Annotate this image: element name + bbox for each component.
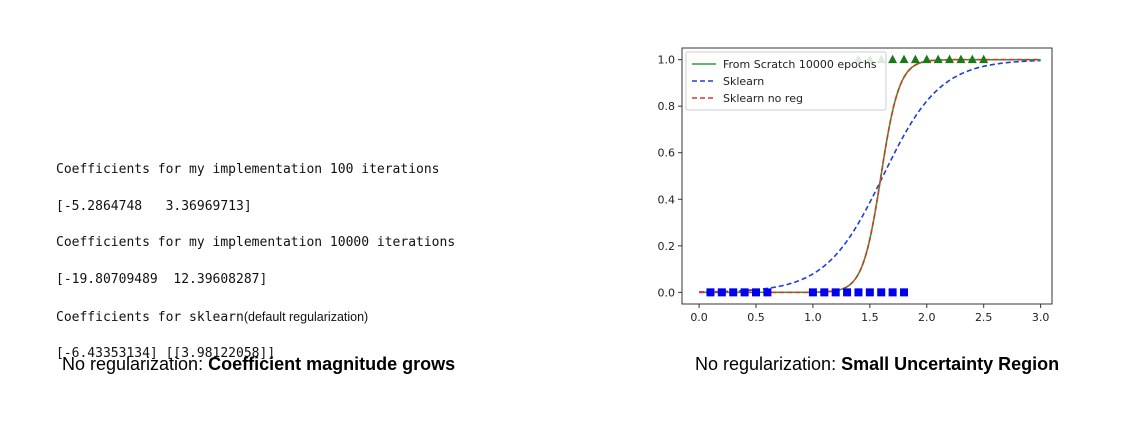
class0-point-4 xyxy=(752,288,760,297)
x-tick-label-1: 0.5 xyxy=(747,311,765,324)
y-tick-label-3: 0.6 xyxy=(658,147,676,160)
caption-right-emphasis: Small Uncertainty Region xyxy=(841,354,1060,374)
x-tick-label-0: 0.0 xyxy=(690,311,708,324)
class1-point-11 xyxy=(979,54,989,64)
class0-point-0 xyxy=(706,288,715,297)
x-tick-label-6: 3.0 xyxy=(1032,311,1050,324)
y-tick-label-1: 0.2 xyxy=(658,240,676,253)
class0-point-3 xyxy=(740,288,749,297)
class0-point-9 xyxy=(843,288,852,297)
x-tick-label-3: 1.5 xyxy=(861,311,879,324)
class0-point-1 xyxy=(717,288,726,297)
class0-point-14 xyxy=(900,288,908,297)
class0-point-5 xyxy=(763,288,772,297)
output-line-5: Coefficients for sklearn(default regular… xyxy=(56,309,369,325)
class0-point-11 xyxy=(865,288,874,297)
sigmoid-chart: 0.0 0.5 1.0 1.5 2.0 2.5 3.0 0.0 0.2 0.4 0.6 0.8 1.0 F… xyxy=(658,47,1053,324)
class0-point-13 xyxy=(888,288,897,297)
class1-point-5 xyxy=(910,54,920,64)
x-tick-label-2: 1.0 xyxy=(804,311,822,324)
y-tick-label-5: 1.0 xyxy=(658,54,676,67)
legend-label-1: Sklearn xyxy=(723,75,764,88)
output-line-1: Coefficients for my implementation 100 i… xyxy=(56,162,440,178)
output-line-4: [-19.80709489 12.39608287] xyxy=(56,272,268,288)
coefficients-output: Coefficients for my implementation 100 i… xyxy=(56,143,455,382)
legend-label-0: From Scratch 10000 epochs xyxy=(723,58,877,71)
class1-point-6 xyxy=(922,54,932,64)
class1-point-9 xyxy=(956,54,966,64)
legend-box xyxy=(685,51,887,111)
caption-left-emphasis: Coefficient magnitude grows xyxy=(208,354,456,374)
output-line-3: Coefficients for my implementation 10000… xyxy=(56,235,456,251)
caption-left: No regularization: Coefficient magnitude… xyxy=(62,354,456,374)
y-tick-label-2: 0.4 xyxy=(658,193,676,206)
class1-point-8 xyxy=(945,54,955,64)
caption-right: No regularization: Small Uncertainty Reg… xyxy=(695,354,1060,374)
class0-point-10 xyxy=(854,288,863,297)
class1-point-7 xyxy=(933,54,943,64)
default-regularization-note: (default regularization) xyxy=(243,309,369,324)
class0-point-6 xyxy=(808,288,817,297)
output-line-2: [-5.2864748 3.36969713] xyxy=(56,198,252,214)
legend-label-2: Sklearn no reg xyxy=(723,92,803,105)
axes-frame xyxy=(681,47,1053,305)
class1-point-4 xyxy=(899,54,909,64)
y-tick-label-0: 0.0 xyxy=(658,286,676,299)
class1-point-3 xyxy=(888,54,898,64)
x-tick-label-4: 2.0 xyxy=(918,311,936,324)
class1-point-10 xyxy=(967,54,977,64)
class0-point-7 xyxy=(820,288,829,297)
class0-point-12 xyxy=(877,288,886,297)
class0-point-8 xyxy=(831,288,840,297)
y-tick-label-4: 0.8 xyxy=(658,100,676,113)
x-tick-label-5: 2.5 xyxy=(975,311,993,324)
output-line-6: [-6.43353134] [[3.98122058]] xyxy=(56,346,276,362)
class0-point-2 xyxy=(729,288,738,297)
